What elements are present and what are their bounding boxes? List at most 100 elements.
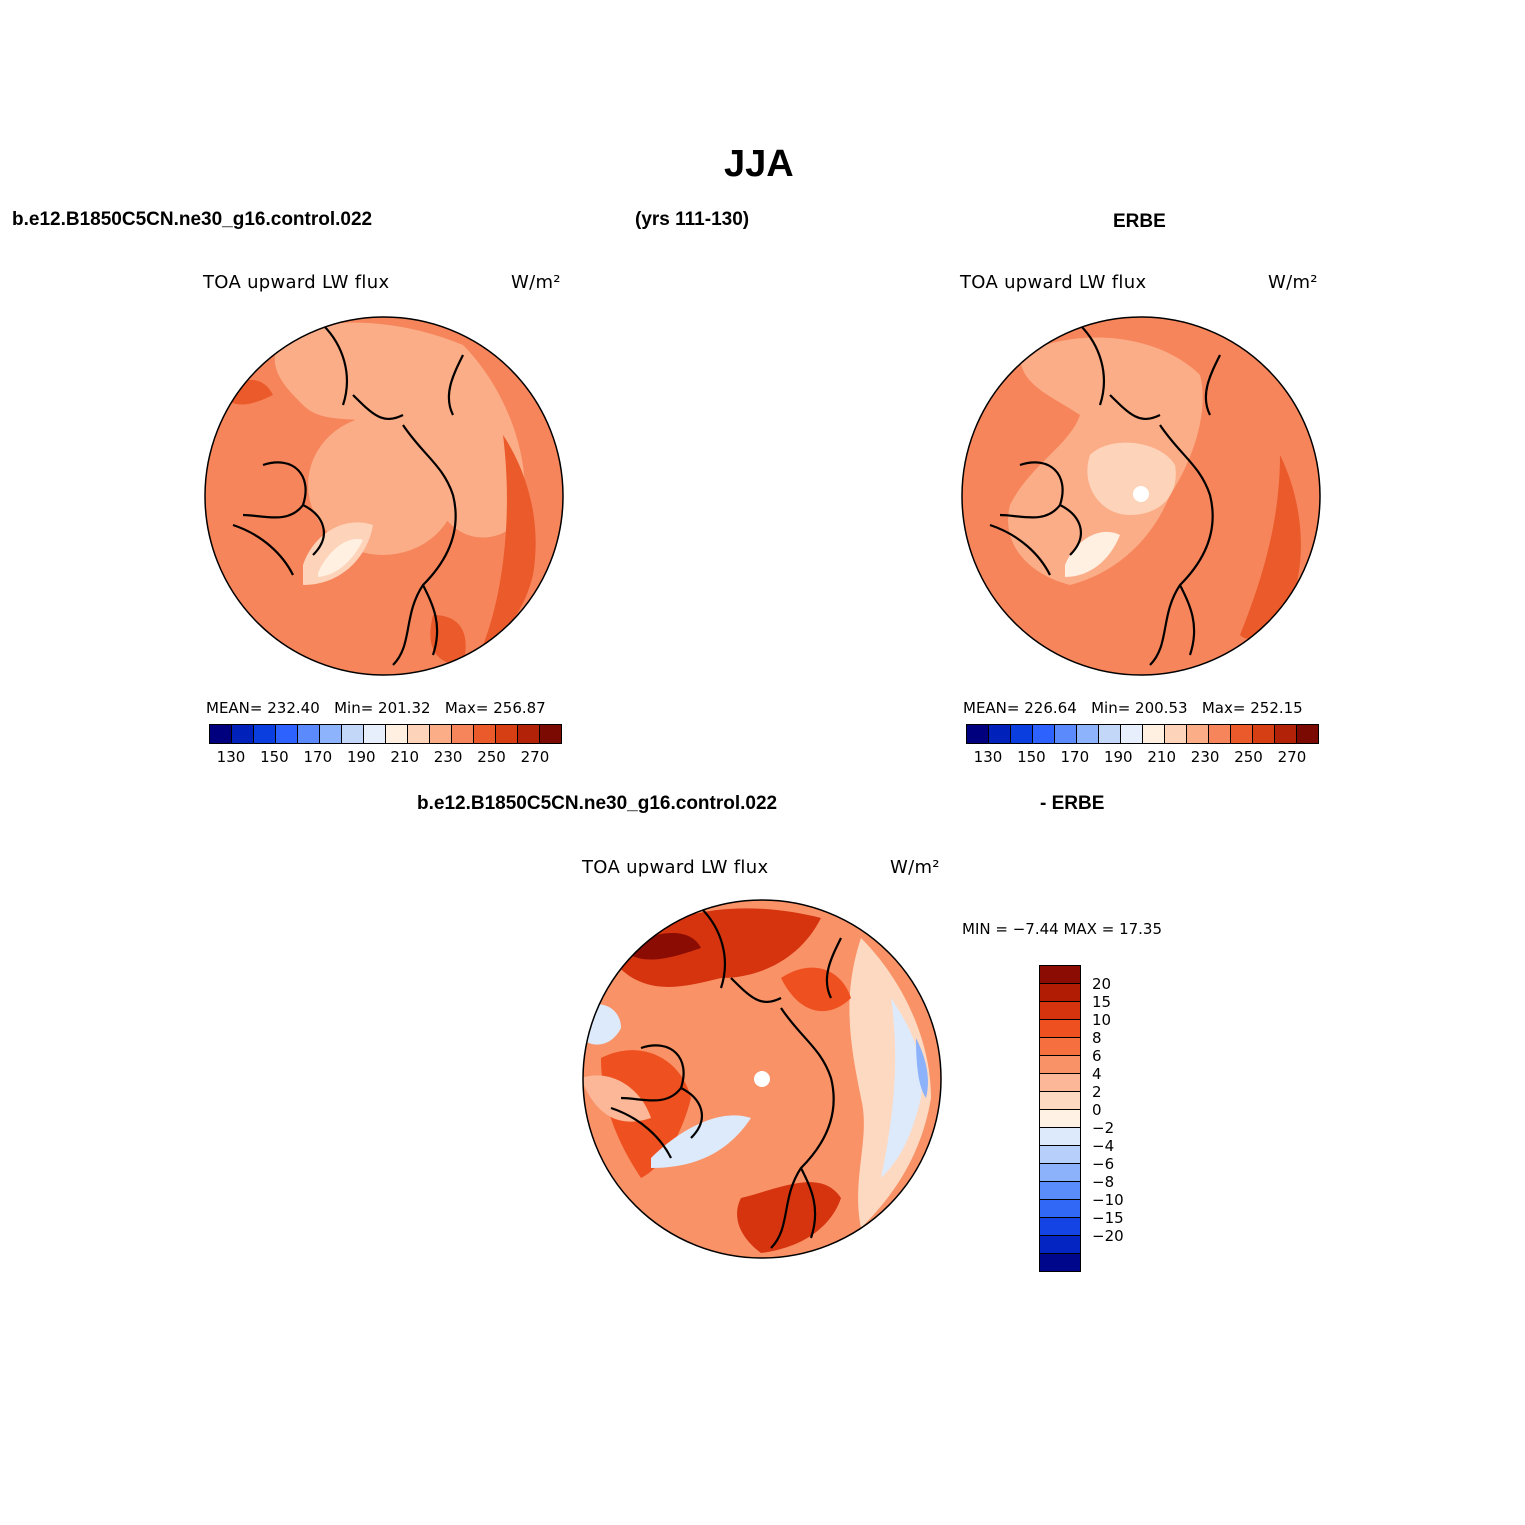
diff-colorbar-swatch bbox=[1040, 966, 1080, 984]
colorbar-swatch bbox=[298, 725, 320, 743]
colorbar-tick-label: 210 bbox=[390, 748, 419, 766]
colorbar-swatch bbox=[967, 725, 989, 743]
colorbar-tick-label: 170 bbox=[303, 748, 333, 766]
diff-colorbar-swatch bbox=[1040, 1038, 1080, 1056]
colorbar-tick-label: 130 bbox=[973, 748, 1003, 766]
colorbar-swatch bbox=[1209, 725, 1231, 743]
years-label: (yrs 111-130) bbox=[635, 209, 750, 230]
colorbar-swatch bbox=[408, 725, 430, 743]
panel2-mean-label: MEAN= bbox=[963, 699, 1020, 717]
panel1-min-label: Min= bbox=[334, 699, 374, 717]
panel1-max-value: 256.87 bbox=[493, 699, 546, 717]
diff-colorbar bbox=[1039, 965, 1081, 1272]
diff-colorbar-swatch bbox=[1040, 1092, 1080, 1110]
diff-colorbar-label: 15 bbox=[1092, 993, 1112, 1011]
diff-colorbar-swatch bbox=[1040, 1182, 1080, 1200]
colorbar-tick-label: 150 bbox=[1017, 748, 1046, 766]
colorbar-tick-label: 250 bbox=[1234, 748, 1263, 766]
diff-case-label: b.e12.B1850C5CN.ne30_g16.control.022 bbox=[417, 793, 778, 814]
colorbar-swatch bbox=[1099, 725, 1121, 743]
panel2-min-label: Min= bbox=[1091, 699, 1131, 717]
panel1-colorbar-ticks: 130 150 170 190 210 230 250 270 bbox=[211, 748, 555, 766]
diff-colorbar-label: 10 bbox=[1092, 1011, 1112, 1029]
panel1-max-label: Max= bbox=[444, 699, 489, 717]
colorbar-swatch bbox=[342, 725, 364, 743]
colorbar-tick-label: 210 bbox=[1147, 748, 1176, 766]
diff-colorbar-label: −4 bbox=[1092, 1137, 1115, 1155]
panel2-colorbar-ticks: 130 150 170 190 210 230 250 270 bbox=[968, 748, 1312, 766]
diff-max-value: 17.35 bbox=[1119, 920, 1163, 938]
panel2-colorbar bbox=[966, 724, 1319, 744]
panel3-units-label: W/m² bbox=[890, 857, 940, 878]
colorbar-swatch bbox=[1253, 725, 1275, 743]
diff-colorbar-label: −8 bbox=[1092, 1173, 1115, 1191]
diff-colorbar-swatch bbox=[1040, 1056, 1080, 1074]
diff-colorbar-label: 8 bbox=[1092, 1029, 1102, 1047]
diff-colorbar-swatch bbox=[1040, 1002, 1080, 1020]
colorbar-swatch bbox=[364, 725, 386, 743]
colorbar-swatch bbox=[1121, 725, 1143, 743]
colorbar-swatch bbox=[1275, 725, 1297, 743]
diff-colorbar-swatch bbox=[1040, 1236, 1080, 1254]
diff-colorbar-label: −20 bbox=[1092, 1227, 1124, 1245]
panel2-polar-map bbox=[961, 316, 1321, 676]
colorbar-tick-label: 190 bbox=[346, 748, 376, 766]
diff-colorbar-label: −10 bbox=[1092, 1191, 1124, 1209]
diff-stats: MIN = −7.44 MAX = 17.35 bbox=[962, 920, 1162, 938]
diff-colorbar-label: 20 bbox=[1092, 975, 1112, 993]
diff-minus-label: - ERBE bbox=[1040, 793, 1105, 814]
main-title: JJA bbox=[724, 143, 794, 185]
model-case-label: b.e12.B1850C5CN.ne30_g16.control.022 bbox=[12, 209, 373, 230]
diff-colorbar-label: 0 bbox=[1092, 1101, 1102, 1119]
colorbar-swatch bbox=[518, 725, 540, 743]
panel2-max-label: Max= bbox=[1201, 699, 1246, 717]
colorbar-tick-label: 270 bbox=[520, 748, 550, 766]
panel2-units-label: W/m² bbox=[1268, 272, 1318, 293]
diff-colorbar-swatch bbox=[1040, 1254, 1080, 1271]
diff-colorbar-swatch bbox=[1040, 1020, 1080, 1038]
colorbar-swatch bbox=[276, 725, 298, 743]
colorbar-swatch bbox=[232, 725, 254, 743]
diff-colorbar-swatch bbox=[1040, 1164, 1080, 1182]
colorbar-swatch bbox=[1033, 725, 1055, 743]
colorbar-swatch bbox=[1297, 725, 1318, 743]
panel1-mean-label: MEAN= bbox=[206, 699, 263, 717]
colorbar-swatch bbox=[1077, 725, 1099, 743]
diff-colorbar-swatch bbox=[1040, 1074, 1080, 1092]
colorbar-swatch bbox=[1187, 725, 1209, 743]
diff-min-label: MIN = bbox=[962, 920, 1008, 938]
diff-colorbar-label: −15 bbox=[1092, 1209, 1124, 1227]
colorbar-swatch bbox=[430, 725, 452, 743]
diff-colorbar-swatch bbox=[1040, 1146, 1080, 1164]
colorbar-swatch bbox=[1165, 725, 1187, 743]
diff-colorbar-label: 2 bbox=[1092, 1083, 1102, 1101]
diff-colorbar-label: −2 bbox=[1092, 1119, 1115, 1137]
diff-min-value: −7.44 bbox=[1012, 920, 1059, 938]
panel2-mean-value: 226.64 bbox=[1024, 699, 1077, 717]
diff-colorbar-swatch bbox=[1040, 1128, 1080, 1146]
colorbar-tick-label: 270 bbox=[1277, 748, 1307, 766]
diff-colorbar-swatch bbox=[1040, 1218, 1080, 1236]
panel3-polar-map bbox=[582, 899, 942, 1259]
panel3-variable-label: TOA upward LW flux bbox=[582, 857, 769, 878]
colorbar-swatch bbox=[386, 725, 408, 743]
colorbar-tick-label: 170 bbox=[1060, 748, 1090, 766]
diff-colorbar-label: 4 bbox=[1092, 1065, 1102, 1083]
colorbar-swatch bbox=[540, 725, 561, 743]
diff-colorbar-swatch bbox=[1040, 984, 1080, 1002]
panel1-min-value: 201.32 bbox=[378, 699, 431, 717]
colorbar-swatch bbox=[989, 725, 1011, 743]
colorbar-swatch bbox=[1231, 725, 1253, 743]
panel2-max-value: 252.15 bbox=[1250, 699, 1303, 717]
diff-colorbar-label: −6 bbox=[1092, 1155, 1115, 1173]
panel1-stats: MEAN= 232.40 Min= 201.32 Max= 256.87 bbox=[206, 699, 546, 717]
colorbar-swatch bbox=[1055, 725, 1077, 743]
diff-colorbar-swatch bbox=[1040, 1110, 1080, 1128]
panel2-min-value: 200.53 bbox=[1135, 699, 1188, 717]
panel2-stats: MEAN= 226.64 Min= 200.53 Max= 252.15 bbox=[963, 699, 1303, 717]
colorbar-swatch bbox=[210, 725, 232, 743]
colorbar-tick-label: 130 bbox=[216, 748, 246, 766]
colorbar-tick-label: 190 bbox=[1103, 748, 1133, 766]
colorbar-swatch bbox=[1143, 725, 1165, 743]
colorbar-swatch bbox=[452, 725, 474, 743]
